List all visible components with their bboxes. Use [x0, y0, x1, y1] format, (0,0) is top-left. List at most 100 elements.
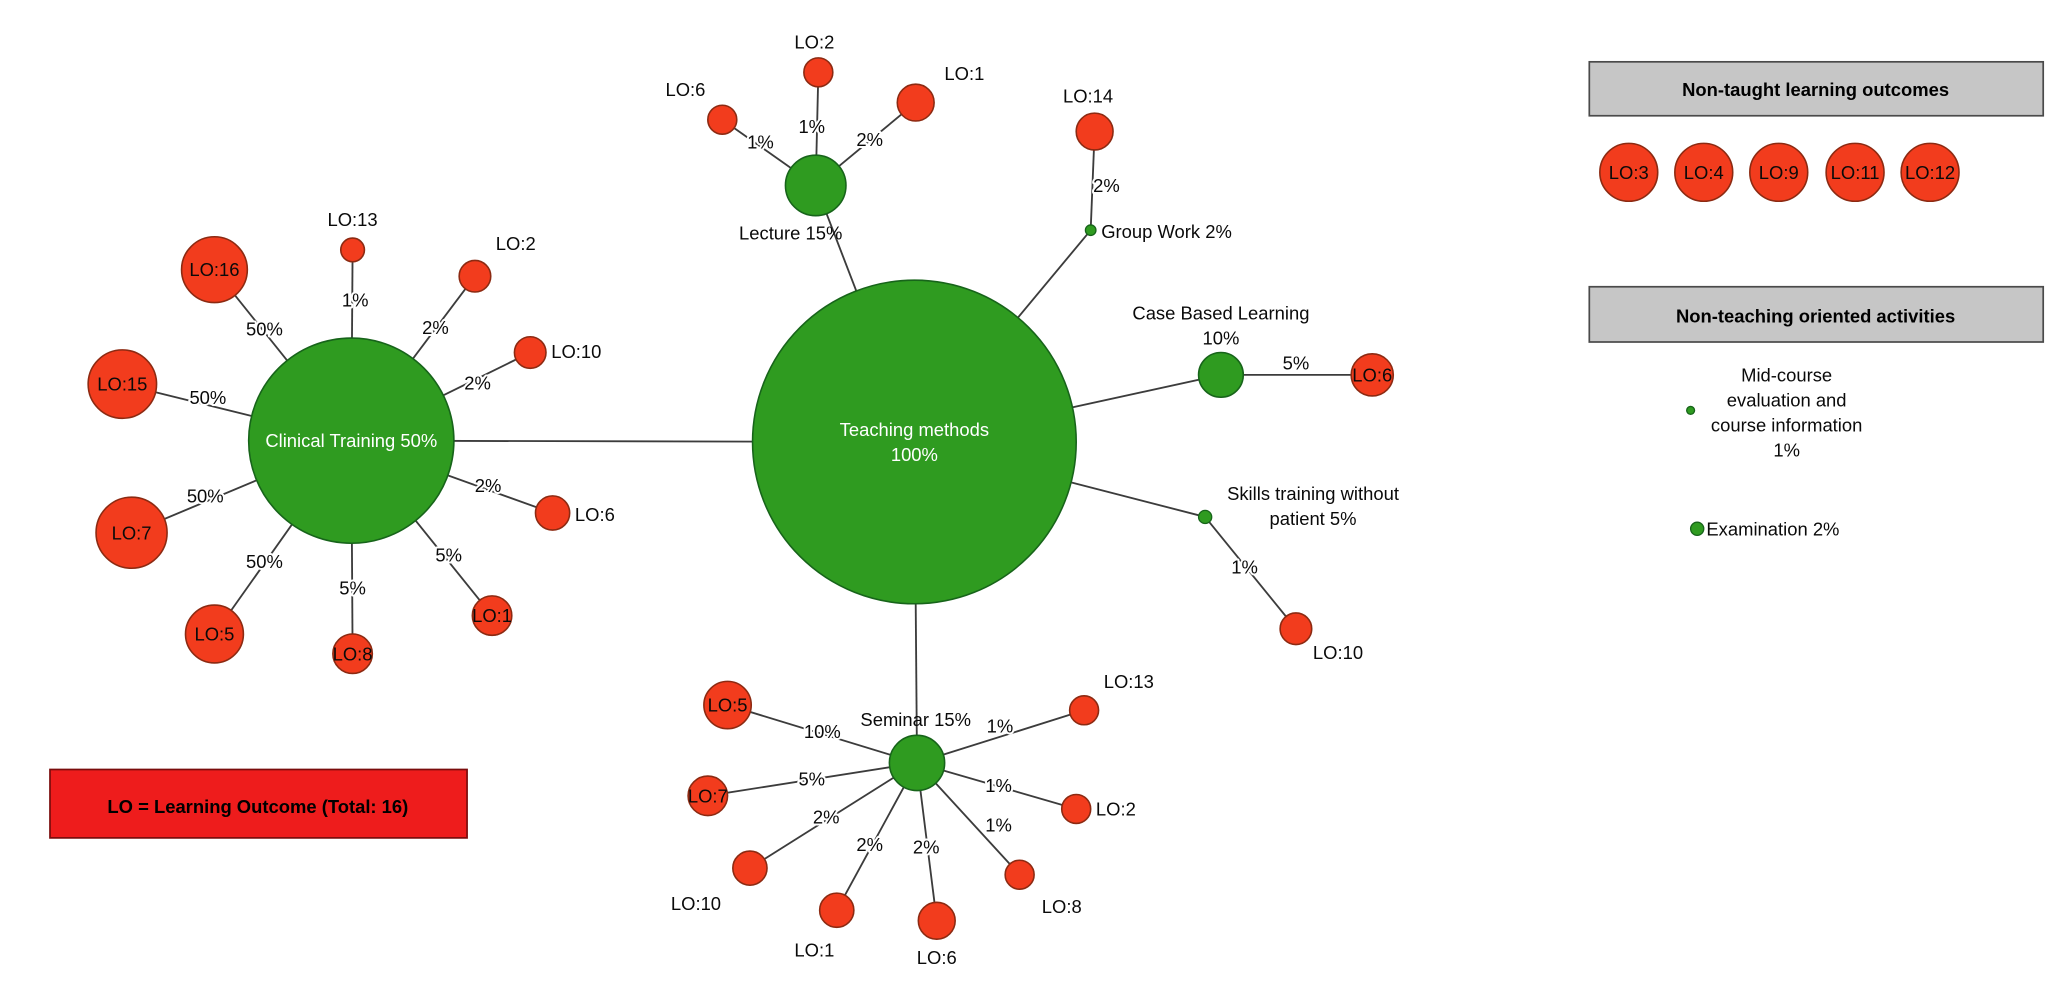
node-sem-lo13 [1068, 695, 1100, 726]
node-nt-lo12 [1900, 142, 1960, 203]
node-sem-lo7 [687, 775, 729, 817]
edge-label-clinical-ct-lo2: 2% [422, 317, 449, 338]
edge-label-clinical-ct-lo6: 2% [475, 475, 502, 496]
node-ct-lo16 [180, 235, 249, 304]
node-cbl [1197, 351, 1245, 399]
label-nt-lo3: LO:3 [1609, 162, 1649, 183]
label-skills: patient 5% [1270, 508, 1357, 529]
label-sem-lo6: LO:6 [917, 947, 957, 968]
node-nt-lo9 [1749, 142, 1809, 203]
node-midcourse [1686, 405, 1696, 416]
edge-label-seminar-sem-lo8: 1% [985, 814, 1012, 835]
node-groupwork [1084, 224, 1097, 237]
node-lecture [784, 154, 847, 217]
label-ct-lo2: LO:2 [496, 233, 536, 254]
edge-label-seminar-sem-lo13: 1% [987, 716, 1014, 737]
node-sem-lo2 [1060, 793, 1092, 825]
node-ct-lo2 [458, 259, 492, 293]
label-cbl-lo6: LO:6 [1352, 364, 1392, 385]
edge-label-lecture-lec-lo6: 1% [747, 132, 774, 153]
node-clinical [247, 337, 455, 545]
edge-label-seminar-sem-lo2: 1% [985, 775, 1012, 796]
node-sem-lo5 [703, 680, 753, 730]
edge-label-lecture-lec-lo2: 1% [798, 116, 825, 137]
edge-label-clinical-ct-lo15: 50% [189, 387, 226, 408]
node-ct-lo10 [513, 335, 547, 370]
edge-label-clinical-ct-lo16: 50% [246, 318, 283, 339]
node-lec-lo6 [707, 104, 738, 135]
label-midcourse: evaluation and [1727, 389, 1847, 410]
label-ct-lo15: LO:15 [97, 374, 147, 395]
edge-label-skills-sk-lo10: 1% [1231, 557, 1258, 578]
edge-seminar-sem-lo7 [707, 762, 918, 797]
node-seminar [888, 734, 946, 792]
box-lo-legend [49, 768, 468, 839]
label-cbl: 10% [1203, 328, 1240, 349]
box-label-non-taught-header: Non-taught learning outcomes [1682, 79, 1949, 100]
label-sem-lo13: LO:13 [1104, 671, 1154, 692]
label-gw-lo14: LO:14 [1063, 86, 1113, 107]
edge-label-clinical-ct-lo7: 50% [187, 485, 224, 506]
node-sem-lo1 [818, 892, 855, 929]
edge-skills-sk-lo10 [1204, 516, 1297, 630]
label-ct-lo1: LO:1 [472, 605, 512, 626]
label-midcourse: Mid-course [1741, 364, 1832, 385]
node-cbl-lo6 [1350, 353, 1395, 397]
label-lec-lo6: LO:6 [666, 79, 706, 100]
edge-label-cbl-cbl-lo6: 5% [1283, 353, 1310, 374]
edge-label-seminar-sem-lo1: 2% [856, 834, 883, 855]
node-sem-lo8 [1004, 859, 1035, 890]
label-sk-lo10: LO:10 [1313, 642, 1363, 663]
edge-label-clinical-ct-lo13: 1% [342, 289, 369, 310]
node-ct-lo8 [332, 633, 374, 675]
node-gw-lo14 [1075, 112, 1114, 151]
node-exam [1689, 521, 1705, 537]
node-sk-lo10 [1279, 612, 1313, 646]
edge-label-clinical-ct-lo5: 50% [246, 551, 283, 572]
node-ct-lo15 [87, 349, 158, 420]
label-teaching: 100% [891, 444, 938, 465]
label-sem-lo2: LO:2 [1096, 799, 1136, 820]
label-ct-lo6: LO:6 [575, 504, 615, 525]
node-nt-lo11 [1825, 142, 1885, 203]
label-ct-lo5: LO:5 [194, 624, 234, 645]
box-label-lo-legend: LO = Learning Outcome (Total: 16) [107, 796, 408, 817]
label-seminar: Seminar 15% [860, 709, 971, 730]
label-lec-lo2: LO:2 [794, 32, 834, 53]
label-ct-lo7: LO:7 [112, 522, 152, 543]
edge-label-groupwork-gw-lo14: 2% [1093, 175, 1120, 196]
node-sem-lo10 [732, 850, 768, 887]
label-ct-lo8: LO:8 [333, 643, 373, 664]
edge-label-clinical-ct-lo1: 5% [435, 545, 462, 566]
edge-label-clinical-ct-lo10: 2% [464, 372, 491, 393]
label-sem-lo7: LO:7 [688, 785, 728, 806]
label-midcourse: course information [1711, 414, 1862, 435]
edge-seminar-sem-lo10 [749, 762, 918, 869]
node-ct-lo5 [184, 604, 245, 664]
label-cbl: Case Based Learning [1132, 303, 1309, 324]
node-nt-lo3 [1599, 142, 1659, 203]
label-nt-lo11: LO:11 [1831, 162, 1880, 183]
node-ct-lo13 [339, 237, 366, 263]
node-ct-lo6 [534, 495, 571, 531]
box-label-non-teaching-header: Non-teaching oriented activities [1676, 305, 1955, 326]
node-lec-lo1 [896, 83, 935, 122]
node-nt-lo4 [1674, 142, 1734, 203]
edge-label-clinical-ct-lo8: 5% [339, 578, 366, 599]
label-sem-lo5: LO:5 [708, 695, 748, 716]
label-lec-lo1: LO:1 [944, 63, 984, 84]
node-skills [1197, 509, 1213, 525]
label-ct-lo13: LO:13 [328, 209, 378, 230]
node-sem-lo6 [917, 901, 956, 940]
label-clinical: Clinical Training 50% [265, 430, 437, 451]
box-non-teaching-header [1588, 285, 2045, 343]
edge-label-seminar-sem-lo7: 5% [798, 768, 825, 789]
box-non-taught-header [1588, 60, 2045, 117]
edge-label-seminar-sem-lo6: 2% [913, 837, 940, 858]
label-nt-lo4: LO:4 [1684, 162, 1724, 183]
node-ct-lo1 [471, 595, 513, 637]
edge-label-seminar-sem-lo10: 2% [813, 806, 840, 827]
label-ct-lo10: LO:10 [551, 341, 601, 362]
